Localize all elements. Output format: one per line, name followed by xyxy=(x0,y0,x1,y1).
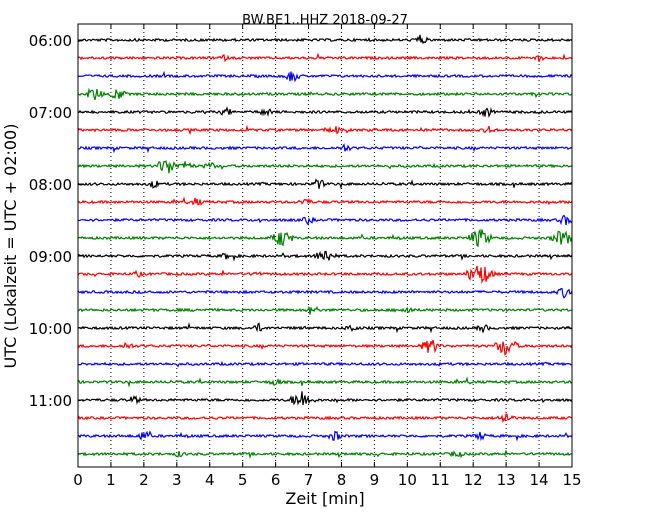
x-tick-label: 5 xyxy=(238,471,248,489)
x-tick-label: 9 xyxy=(370,471,380,489)
seismic-trace xyxy=(77,376,573,388)
traces xyxy=(77,34,573,459)
seismic-trace xyxy=(77,196,573,206)
y-tick-label: 07:00 xyxy=(29,104,72,122)
y-tick-label: 10:00 xyxy=(29,320,72,338)
x-axis-label: Zeit [min] xyxy=(285,489,364,508)
seismic-trace xyxy=(77,250,573,262)
seismic-trace xyxy=(77,34,573,45)
x-tick-label: 2 xyxy=(139,471,149,489)
y-tick-label: 09:00 xyxy=(29,248,72,266)
y-axis: 06:00 07:00 08:00 09:00 10:00 11:00 xyxy=(29,32,572,410)
x-tick-label: 0 xyxy=(73,471,83,489)
seismic-trace xyxy=(77,450,573,459)
x-tick-label: 4 xyxy=(205,471,215,489)
y-axis-label: UTC (Lokalzeit = UTC + 02:00) xyxy=(1,124,20,369)
y-tick-label: 06:00 xyxy=(29,32,72,50)
x-axis: 0 1 2 3 4 5 6 7 8 9 10 11 12 13 14 15 xyxy=(73,24,582,489)
seismic-trace xyxy=(77,106,573,118)
x-tick-label: 3 xyxy=(172,471,182,489)
chart-title: BW.BE1..HHZ 2018-09-27 xyxy=(242,13,408,28)
seismic-trace xyxy=(77,214,573,226)
x-tick-label: 15 xyxy=(562,471,581,489)
seismic-trace xyxy=(77,228,573,248)
seismic-trace xyxy=(77,70,573,83)
x-tick-label: 11 xyxy=(431,471,450,489)
x-tick-label: 10 xyxy=(398,471,417,489)
seismic-trace xyxy=(77,391,573,406)
seismic-trace xyxy=(77,360,573,368)
x-tick-label: 13 xyxy=(497,471,516,489)
x-tick-label: 12 xyxy=(464,471,483,489)
seismic-trace xyxy=(77,430,573,442)
x-tick-label: 14 xyxy=(530,471,549,489)
seismic-trace xyxy=(77,143,573,154)
seismic-trace xyxy=(77,287,573,299)
seismic-trace xyxy=(77,178,573,190)
plot-frame xyxy=(77,23,573,468)
seismic-trace xyxy=(77,87,573,101)
x-tick-label: 1 xyxy=(106,471,116,489)
x-tick-label: 8 xyxy=(337,471,347,489)
seismic-trace xyxy=(77,322,573,334)
y-tick-label: 11:00 xyxy=(29,392,72,410)
seismic-trace xyxy=(77,339,573,356)
seismic-trace xyxy=(77,265,573,285)
seismic-trace xyxy=(77,305,573,315)
seismic-trace xyxy=(77,413,573,424)
x-tick-label: 7 xyxy=(304,471,314,489)
seismic-trace xyxy=(77,160,573,174)
y-tick-label: 08:00 xyxy=(29,176,72,194)
x-tick-label: 6 xyxy=(271,471,281,489)
seismic-trace xyxy=(77,52,573,63)
seismic-trace xyxy=(77,124,573,136)
